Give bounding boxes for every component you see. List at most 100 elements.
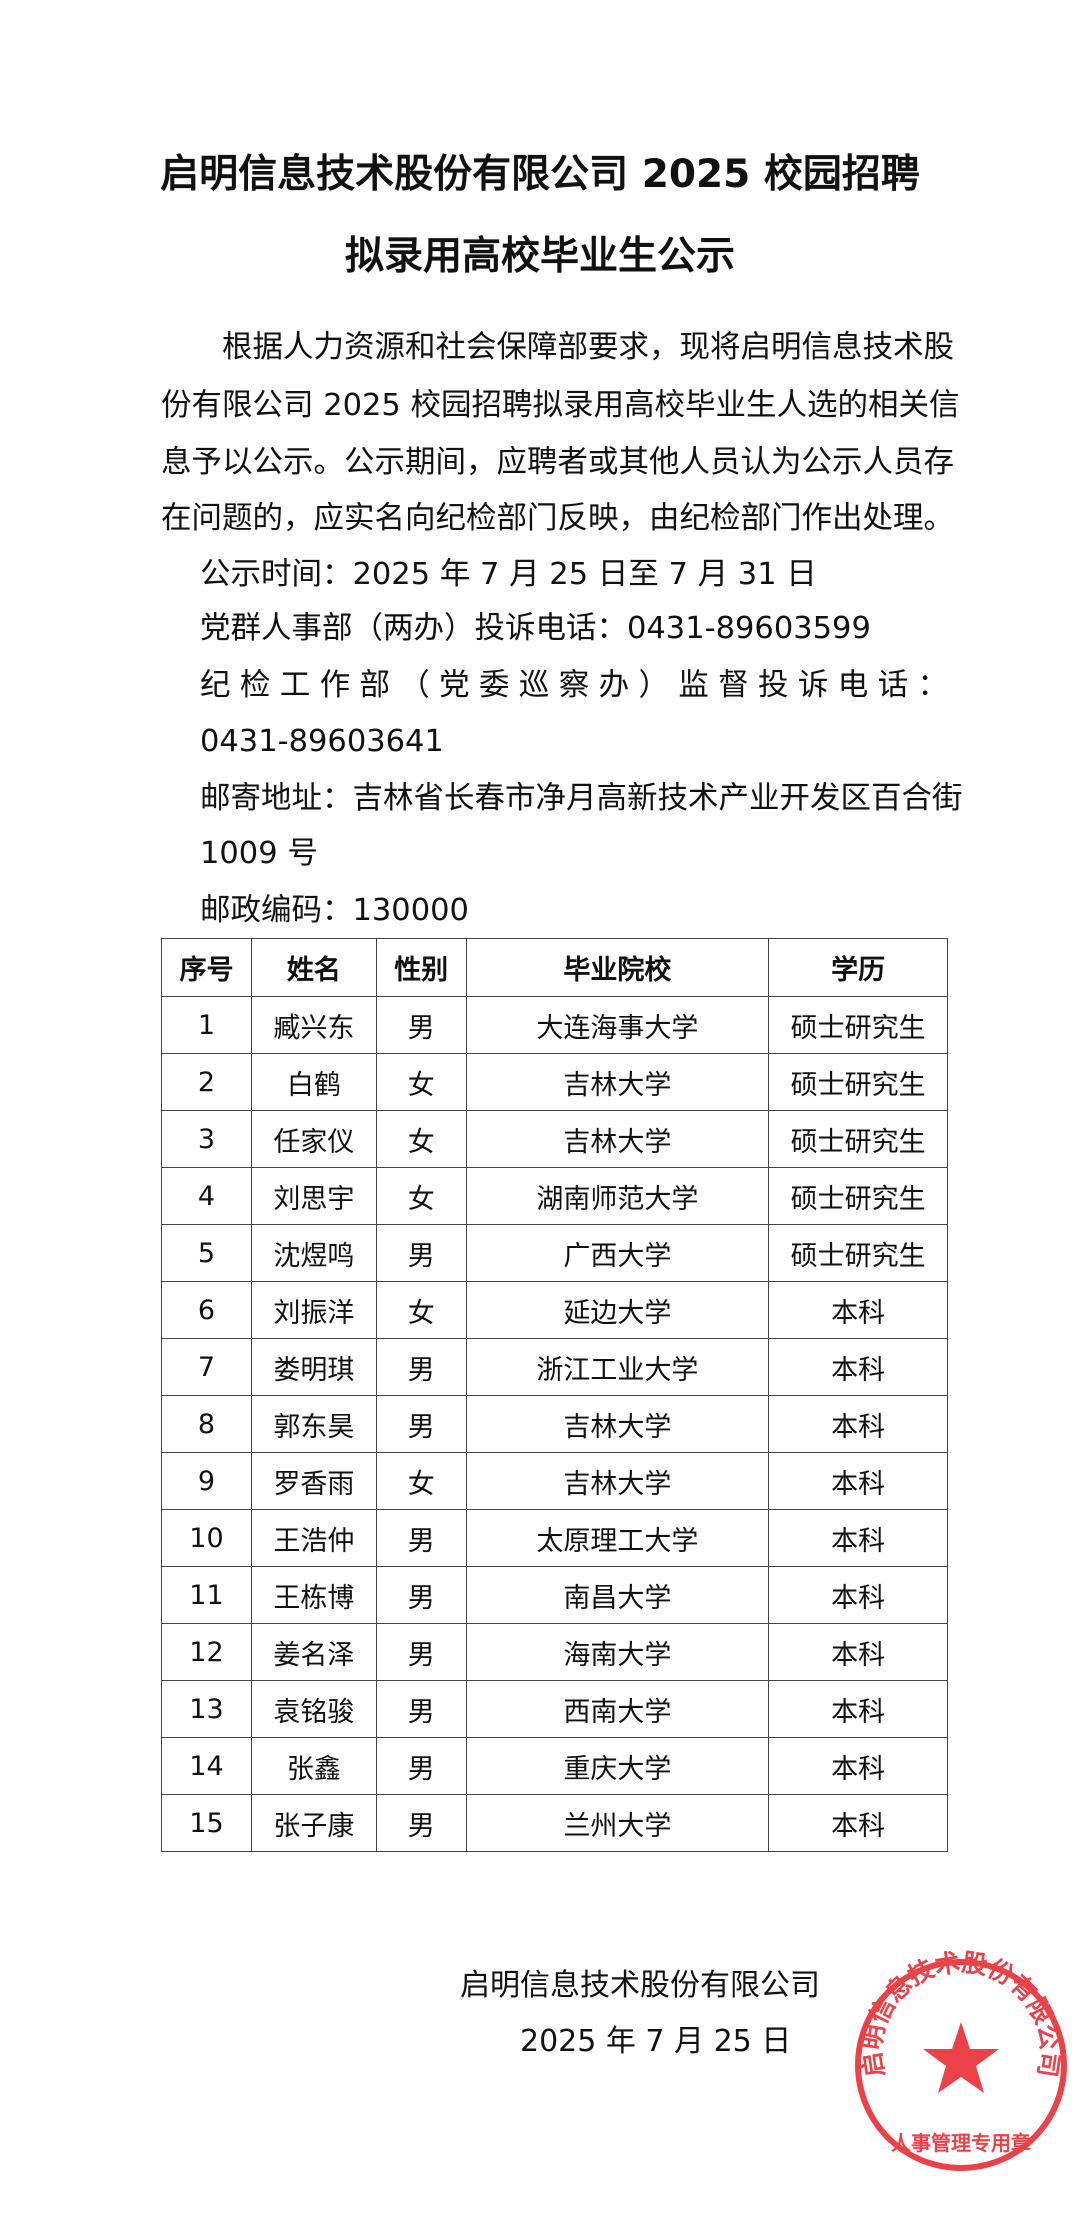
row-index: 2 [161,1053,252,1111]
university: 南昌大学 [465,1566,770,1624]
gender: 女 [375,1167,467,1225]
degree: 本科 [768,1509,948,1567]
university: 吉林大学 [465,1110,770,1168]
gender: 男 [375,1680,467,1738]
candidate-name: 任家仪 [250,1110,377,1168]
candidate-name: 刘振洋 [250,1281,377,1339]
discipline-phone: 0431-89603641 [200,724,444,759]
university: 重庆大学 [465,1737,770,1795]
row-index: 3 [161,1110,252,1168]
gender: 女 [375,1110,467,1168]
table-row: 15 张子康男兰州大学 本科 [161,1794,948,1852]
column-header: 性别 [375,938,467,997]
degree: 硕士研究生 [768,1110,948,1168]
seal-bottom-text: 人事管理专用章 [891,2131,1031,2155]
table-row: 11 王栋博男南昌大学 本科 [161,1566,948,1624]
degree: 本科 [768,1680,948,1738]
university: 西南大学 [465,1680,770,1738]
row-index: 12 [161,1623,252,1681]
table-row: 6 刘振洋女延边大学 本科 [161,1281,948,1339]
candidate-name: 王浩仲 [250,1509,377,1567]
degree: 本科 [768,1452,948,1510]
university: 海南大学 [465,1623,770,1681]
column-header: 毕业院校 [465,938,770,997]
row-index: 7 [161,1338,252,1396]
gender: 男 [375,1737,467,1795]
university: 兰州大学 [465,1794,770,1852]
row-index: 13 [161,1680,252,1738]
document-title-line1: 启明信息技术股份有限公司 2025 校园招聘 [160,152,920,197]
table-row: 14 张鑫男重庆大学 本科 [161,1737,948,1795]
publicity-period: 公示时间：2025 年 7 月 25 日至 7 月 31 日 [200,557,817,592]
table-row: 10 王浩仲男太原理工大学 本科 [161,1509,948,1567]
row-index: 9 [161,1452,252,1510]
star-icon [923,2022,999,2093]
candidate-name: 刘思宇 [250,1167,377,1225]
degree: 硕士研究生 [768,1224,948,1282]
university: 吉林大学 [465,1395,770,1453]
discipline-phone-label: 纪检工作部（党委巡察办）监督投诉电话： [200,668,948,703]
degree: 本科 [768,1281,948,1339]
university: 广西大学 [465,1224,770,1282]
candidate-name: 沈煜鸣 [250,1224,377,1282]
intro-line: 份有限公司 2025 校园招聘拟录用高校毕业生人选的相关信 [161,388,960,423]
degree: 硕士研究生 [768,1053,948,1111]
degree: 硕士研究生 [768,996,948,1054]
gender: 男 [375,1224,467,1282]
candidate-name: 郭东昊 [250,1395,377,1453]
university: 太原理工大学 [465,1509,770,1567]
degree: 本科 [768,1338,948,1396]
candidate-name: 张子康 [250,1794,377,1852]
intro-line: 在问题的，应实名向纪检部门反映，由纪检部门作出处理。 [161,501,954,536]
candidate-name: 王栋博 [250,1566,377,1624]
row-index: 6 [161,1281,252,1339]
university: 浙江工业大学 [465,1338,770,1396]
gender: 女 [375,1053,467,1111]
signature-company: 启明信息技术股份有限公司 [460,1968,820,2003]
university: 吉林大学 [465,1452,770,1510]
candidate-name: 娄明琪 [250,1338,377,1396]
row-index: 11 [161,1566,252,1624]
signature-date: 2025 年 7 月 25 日 [520,2024,792,2059]
candidate-name: 袁铭骏 [250,1680,377,1738]
column-header: 学历 [768,938,948,997]
university: 吉林大学 [465,1053,770,1111]
candidate-name: 罗香雨 [250,1452,377,1510]
table-header-row: 序号 姓名 性别 毕业院校 学历 [161,938,948,997]
university: 大连海事大学 [465,996,770,1054]
gender: 男 [375,1566,467,1624]
degree: 本科 [768,1566,948,1624]
gender: 男 [375,1623,467,1681]
mailing-address: 邮寄地址：吉林省长春市净月高新技术产业开发区百合街 [200,781,963,816]
table-row: 13 袁铭骏男西南大学 本科 [161,1680,948,1738]
degree: 本科 [768,1737,948,1795]
row-index: 10 [161,1509,252,1567]
table-row: 12 姜名泽男海南大学 本科 [161,1623,948,1681]
candidate-name: 姜名泽 [250,1623,377,1681]
row-index: 5 [161,1224,252,1282]
degree: 本科 [768,1794,948,1852]
row-index: 14 [161,1737,252,1795]
candidate-name: 臧兴东 [250,996,377,1054]
table-row: 8 郭东昊男吉林大学 本科 [161,1395,948,1453]
gender: 男 [375,1338,467,1396]
gender: 男 [375,1509,467,1567]
candidate-name: 白鹤 [250,1053,377,1111]
gender: 女 [375,1281,467,1339]
gender: 男 [375,1395,467,1453]
table-row: 2 白鹤女吉林大学 硕士研究生 [161,1053,948,1111]
official-seal-stamp: 启明信息技术股份有限公司 人事管理专用章 [855,1950,1067,2171]
row-index: 4 [161,1167,252,1225]
intro-line: 息予以公示。公示期间，应聘者或其他人员认为公示人员存 [161,445,954,480]
gender: 女 [375,1452,467,1510]
row-index: 15 [161,1794,252,1852]
degree: 本科 [768,1395,948,1453]
row-index: 8 [161,1395,252,1453]
candidate-table: 序号 姓名 性别 毕业院校 学历 1 臧兴东男大连海事大学 硕士研究生 2 白鹤女吉林大学 硕士研… [161,938,948,1852]
gender: 男 [375,1794,467,1852]
postcode: 邮政编码：130000 [200,893,469,928]
mailing-address-cont: 1009 号 [200,836,318,871]
table-row: 4 刘思宇女湖南师范大学 硕士研究生 [161,1167,948,1225]
university: 延边大学 [465,1281,770,1339]
row-index: 1 [161,996,252,1054]
